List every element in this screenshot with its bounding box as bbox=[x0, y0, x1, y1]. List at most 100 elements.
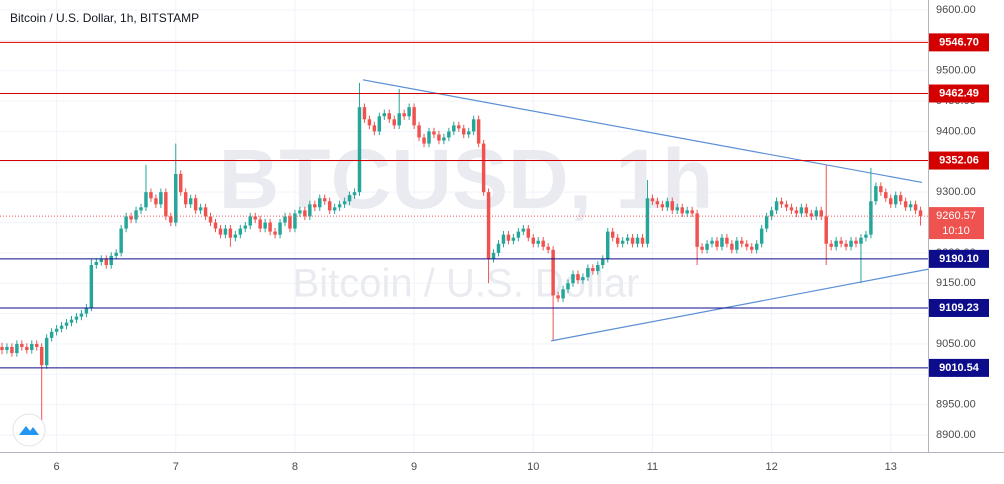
candle-body bbox=[422, 137, 426, 144]
candle-body bbox=[700, 246, 704, 250]
candle-body bbox=[59, 325, 64, 329]
last-price-label: 9260.57 bbox=[936, 210, 976, 222]
candle-body bbox=[114, 252, 118, 256]
candle-body bbox=[432, 131, 436, 135]
level-label-box bbox=[929, 358, 989, 377]
candle-body bbox=[347, 195, 352, 202]
candle-body bbox=[576, 274, 580, 281]
candle-body bbox=[387, 113, 392, 120]
candle-body bbox=[521, 228, 526, 232]
watermark: BTCUSD, 1h bbox=[219, 132, 714, 226]
candle-body bbox=[313, 204, 317, 208]
candle-body bbox=[879, 186, 883, 193]
candle-body bbox=[809, 213, 814, 217]
candle-body bbox=[248, 216, 252, 226]
candle-body bbox=[44, 337, 49, 366]
candle-body bbox=[208, 216, 213, 223]
chart-title: Bitcoin / U.S. Dollar, 1h, BITSTAMP bbox=[10, 11, 199, 25]
candle-body bbox=[596, 265, 600, 272]
candle-body bbox=[5, 346, 9, 351]
candle-body bbox=[501, 234, 506, 244]
candle-body bbox=[412, 107, 416, 126]
candle-body bbox=[849, 240, 853, 247]
candle-body bbox=[496, 243, 501, 253]
candle-body bbox=[223, 228, 228, 235]
candle-body bbox=[74, 316, 79, 320]
x-tick-label: 12 bbox=[765, 461, 777, 473]
candle-body bbox=[655, 201, 660, 205]
y-tick-label: 9300.00 bbox=[936, 186, 976, 198]
candle-body bbox=[183, 192, 188, 205]
y-tick-label: 8900.00 bbox=[936, 429, 976, 441]
candle-body bbox=[764, 216, 769, 229]
candle-body bbox=[903, 201, 908, 208]
candle-body bbox=[735, 240, 739, 250]
candle-body bbox=[457, 125, 461, 129]
x-tick-label: 11 bbox=[647, 461, 658, 473]
candle-body bbox=[556, 295, 560, 299]
candle-body bbox=[754, 243, 759, 250]
level-label: 9546.70 bbox=[939, 36, 979, 48]
candle-body bbox=[680, 207, 684, 214]
candle-body bbox=[710, 240, 714, 244]
level-label-box bbox=[929, 298, 989, 317]
candle-body bbox=[268, 222, 272, 232]
level-label: 9109.23 bbox=[939, 302, 979, 314]
candle-body bbox=[322, 198, 327, 202]
candle-body bbox=[898, 195, 903, 202]
candle-body bbox=[54, 328, 59, 332]
y-tick-label: 9500.00 bbox=[936, 65, 976, 77]
candle-body bbox=[794, 210, 799, 214]
candle-body bbox=[372, 125, 377, 132]
candle-body bbox=[213, 222, 218, 229]
candle-body bbox=[665, 201, 670, 208]
candle-body bbox=[278, 222, 282, 235]
candle-body bbox=[129, 216, 133, 220]
candle-body bbox=[874, 186, 878, 202]
candle-body bbox=[293, 213, 297, 229]
logo-icon[interactable] bbox=[19, 426, 39, 435]
candle-body bbox=[283, 216, 287, 223]
candle-body bbox=[859, 237, 863, 244]
candle-body bbox=[685, 210, 689, 214]
candle-body bbox=[238, 228, 243, 235]
candle-body bbox=[779, 201, 784, 205]
candle-body bbox=[774, 201, 779, 211]
x-tick-label: 7 bbox=[173, 461, 179, 473]
candle-body bbox=[725, 237, 729, 244]
candle-body bbox=[516, 231, 521, 238]
candle-body bbox=[884, 192, 888, 199]
candle-body bbox=[109, 255, 113, 266]
x-tick-label: 6 bbox=[54, 461, 60, 473]
logo[interactable] bbox=[12, 413, 46, 447]
candle-body bbox=[893, 195, 898, 205]
candle-body bbox=[49, 331, 54, 338]
level-label: 9462.49 bbox=[939, 87, 979, 99]
level-label: 9190.10 bbox=[939, 253, 979, 265]
candle-body bbox=[829, 243, 833, 247]
candle-body bbox=[481, 143, 486, 193]
candle-body bbox=[288, 216, 292, 229]
candle-body bbox=[407, 107, 411, 117]
candle-body bbox=[178, 173, 183, 193]
candle-body bbox=[615, 237, 620, 244]
candle-body bbox=[864, 234, 868, 238]
candle-body bbox=[69, 319, 74, 323]
y-tick-label: 9400.00 bbox=[936, 125, 976, 137]
plot-area bbox=[0, 41, 929, 429]
candle-body bbox=[675, 207, 679, 211]
level-label: 9010.54 bbox=[939, 362, 980, 374]
candle-body bbox=[601, 258, 605, 266]
x-tick-label: 9 bbox=[411, 461, 417, 473]
candle-body bbox=[169, 216, 173, 223]
candle-body bbox=[581, 277, 585, 281]
candle-body bbox=[332, 207, 337, 211]
candle-body bbox=[462, 128, 466, 135]
candle-body bbox=[506, 234, 511, 241]
candle-body bbox=[715, 240, 719, 247]
candle-body bbox=[308, 204, 312, 217]
candle-body bbox=[25, 346, 29, 351]
candle-body bbox=[452, 125, 456, 132]
candle-body bbox=[819, 210, 823, 217]
level-label-box bbox=[929, 33, 989, 52]
